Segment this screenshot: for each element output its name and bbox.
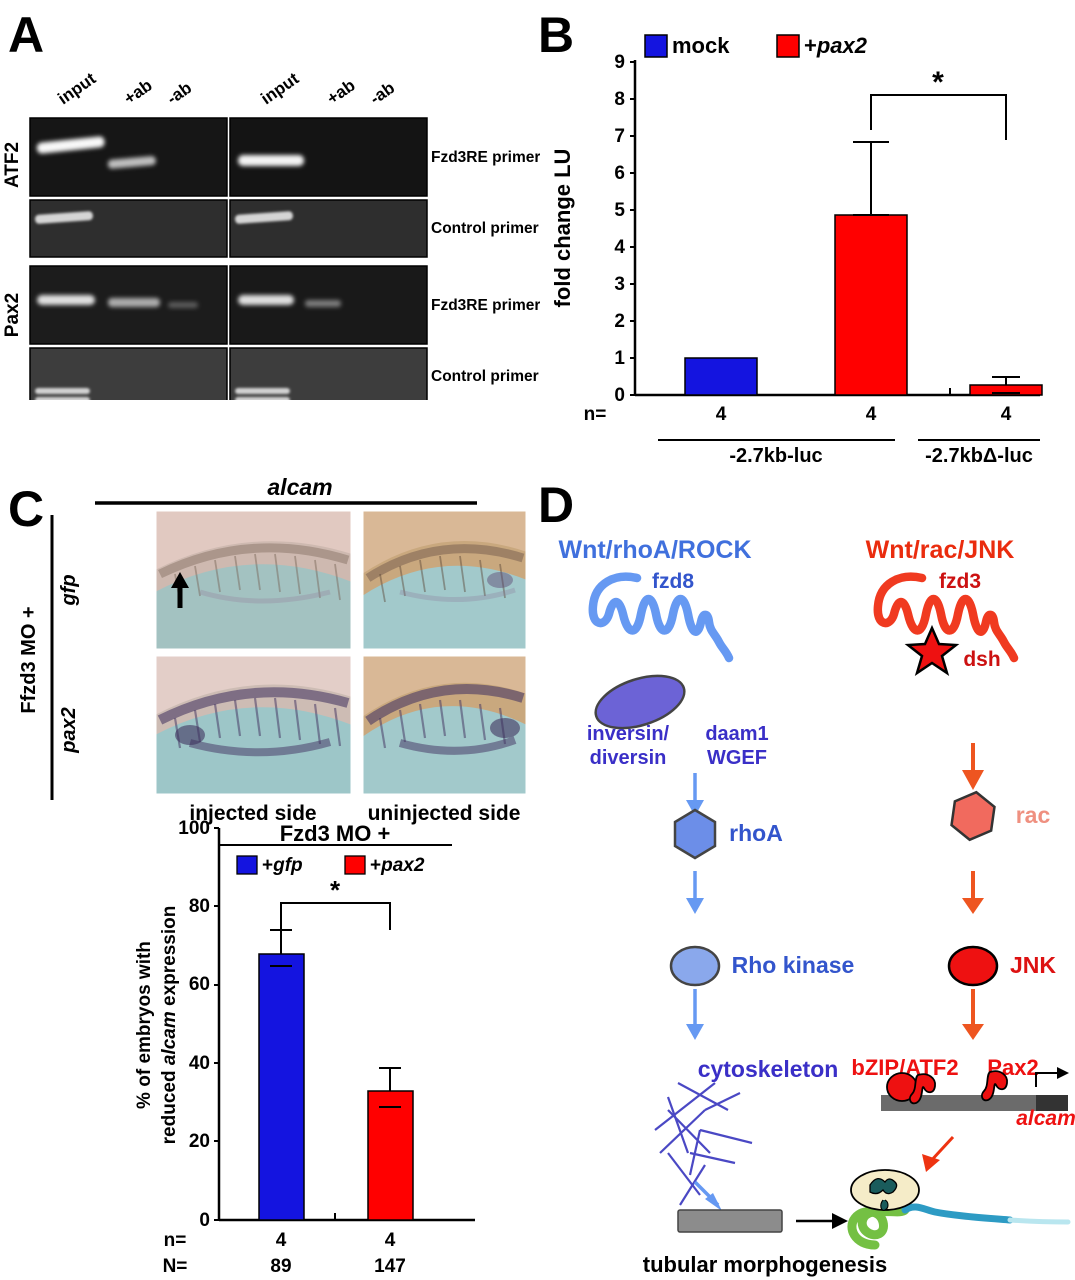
svg-text:Fzd3RE primer: Fzd3RE primer [431,149,540,166]
svg-text:20: 20 [189,1131,210,1152]
svg-text:6: 6 [614,163,625,184]
svg-text:Control primer: Control primer [431,368,539,385]
svg-text:+ab: +ab [120,76,155,109]
svg-text:+ab: +ab [323,76,358,109]
svg-text:+pax2: +pax2 [804,33,868,58]
svg-text:+gfp: +gfp [262,855,303,876]
svg-text:-ab: -ab [366,78,398,108]
svg-text:Fzd3 MO +: Fzd3 MO + [280,821,391,846]
svg-text:input: input [257,69,302,109]
svg-text:4: 4 [716,404,727,425]
svg-text:3: 3 [614,274,625,295]
svg-text:input: input [54,69,99,109]
svg-text:fold change LU: fold change LU [550,149,575,308]
svg-text:7: 7 [614,126,625,147]
svg-text:80: 80 [189,896,210,917]
svg-text:diversin: diversin [590,747,667,769]
svg-text:Wnt/rac/JNK: Wnt/rac/JNK [866,536,1015,564]
svg-text:Control primer: Control primer [431,220,539,237]
svg-text:40: 40 [189,1053,210,1074]
svg-text:4: 4 [385,1230,396,1251]
svg-text:cytoskeleton: cytoskeleton [698,1056,839,1082]
svg-text:n=: n= [164,1230,187,1251]
svg-text:Pax2: Pax2 [2,293,23,337]
svg-text:alcam: alcam [267,474,332,500]
svg-text:4: 4 [276,1230,287,1251]
svg-text:+pax2: +pax2 [370,855,425,876]
svg-text:uninjected side: uninjected side [368,802,521,825]
svg-text:dsh: dsh [963,648,1000,671]
svg-text:1: 1 [614,348,625,369]
svg-text:JNK: JNK [1010,952,1056,978]
svg-text:-ab: -ab [163,78,195,108]
svg-text:rac: rac [1016,802,1051,828]
svg-text:inversin/: inversin/ [587,723,670,745]
svg-text:60: 60 [189,974,210,995]
svg-text:fzd8: fzd8 [652,570,694,593]
svg-text:ATF2: ATF2 [2,142,23,188]
svg-text:alcam: alcam [1016,1107,1075,1130]
svg-text:n=: n= [584,404,607,425]
svg-text:0: 0 [199,1210,210,1231]
svg-text:daam1: daam1 [705,723,768,745]
svg-text:2: 2 [614,311,625,332]
svg-text:gfp: gfp [58,574,80,606]
svg-text:rhoA: rhoA [729,820,783,846]
svg-text:-2.7kb-luc: -2.7kb-luc [729,445,822,467]
svg-text:pax2: pax2 [58,707,80,754]
svg-text:5: 5 [614,200,625,221]
svg-text:147: 147 [374,1256,406,1277]
svg-text:mock: mock [672,33,730,58]
svg-text:0: 0 [614,385,625,406]
svg-text:reduced alcam expression: reduced alcam expression [159,906,180,1145]
svg-text:100: 100 [178,818,210,839]
svg-text:*: * [932,66,944,99]
svg-text:% of embryos with: % of embryos with [134,941,155,1109]
svg-text:-2.7kbΔ-luc: -2.7kbΔ-luc [925,445,1033,467]
svg-text:N=: N= [163,1256,188,1277]
svg-text:89: 89 [270,1256,291,1277]
svg-text:WGEF: WGEF [707,747,767,769]
svg-text:Rho kinase: Rho kinase [732,952,855,978]
svg-text:fzd3: fzd3 [939,570,981,593]
svg-text:4: 4 [866,404,877,425]
svg-text:4: 4 [1001,404,1012,425]
svg-text:Wnt/rhoA/ROCK: Wnt/rhoA/ROCK [558,536,751,564]
svg-text:Ffzd3 MO +: Ffzd3 MO + [18,606,40,713]
svg-text:Fzd3RE primer: Fzd3RE primer [431,297,540,314]
svg-text:8: 8 [614,89,625,110]
svg-text:*: * [330,875,341,905]
svg-text:tubular morphogenesis: tubular morphogenesis [643,1252,887,1277]
svg-text:9: 9 [614,52,625,73]
svg-text:4: 4 [614,237,625,258]
